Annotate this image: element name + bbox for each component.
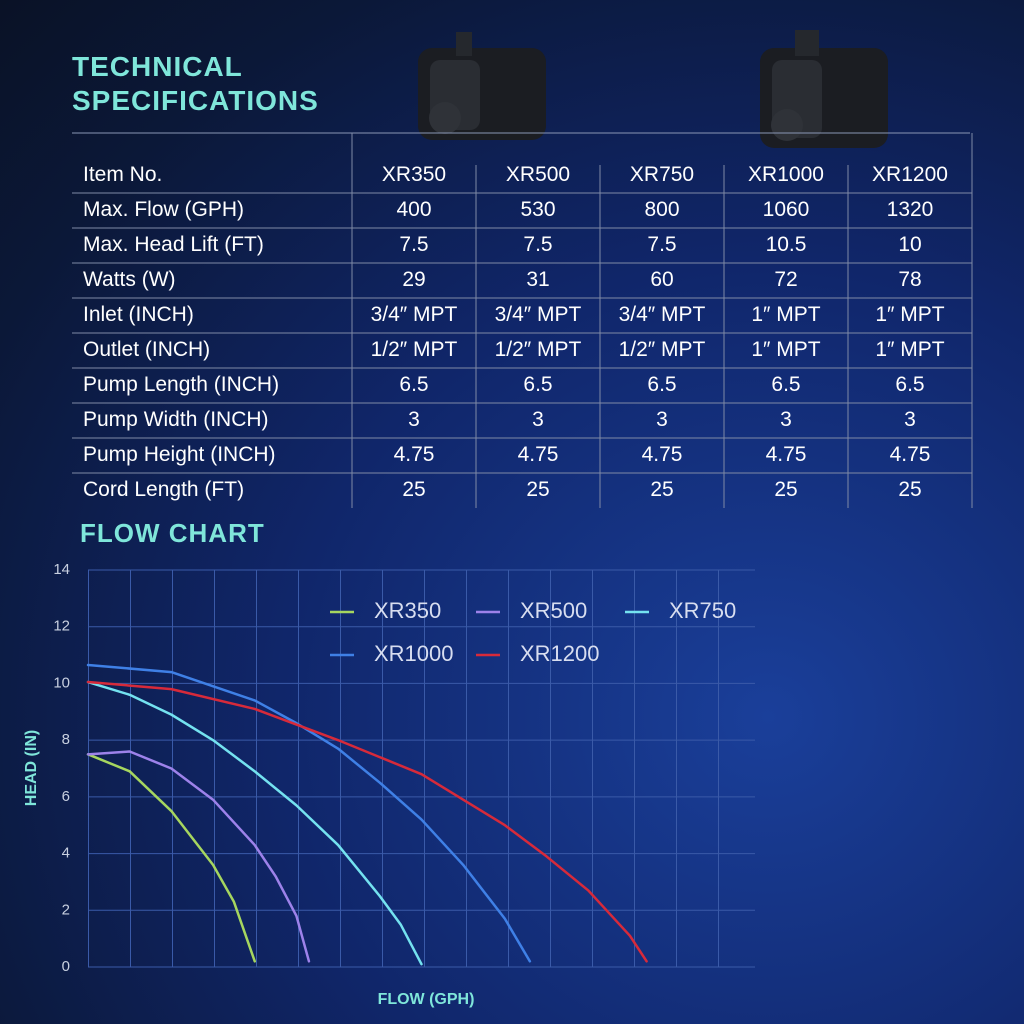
cell: 29 [402, 268, 425, 291]
row-label: Max. Head Lift (FT) [83, 233, 264, 256]
cell: 6.5 [399, 373, 428, 396]
line [86, 680, 423, 966]
row-label: Outlet (INCH) [83, 338, 210, 361]
cell: 4.75 [518, 443, 559, 466]
chart-title: FLOW CHART [80, 518, 265, 548]
row-label: Item No. [83, 163, 162, 186]
legend-label: XR750 [669, 598, 736, 623]
cell: 1320 [887, 198, 934, 221]
grid-background [88, 570, 755, 967]
legend-label: XR350 [374, 598, 441, 623]
cell: 25 [402, 478, 425, 501]
cell: 1/2″ MPT [619, 338, 706, 361]
cell: 3 [656, 408, 668, 431]
cell: 10 [898, 233, 921, 256]
cell: 6.5 [895, 373, 924, 396]
cell: XR1000 [748, 163, 824, 186]
y-tick-label: 4 [62, 845, 70, 862]
cell: 78 [898, 268, 921, 291]
cell: 4.75 [890, 443, 931, 466]
y-tick-label: 0 [62, 958, 70, 975]
cell: 6.5 [647, 373, 676, 396]
cell: 1″ MPT [751, 338, 820, 361]
cell: 25 [898, 478, 921, 501]
row-label: Pump Length (INCH) [83, 373, 279, 396]
y-tick-label: 6 [62, 788, 70, 805]
cell: 4.75 [394, 443, 435, 466]
cell: 530 [520, 198, 555, 221]
cell: 7.5 [647, 233, 676, 256]
cell: 31 [526, 268, 549, 291]
row-label: Cord Length (FT) [83, 478, 244, 501]
y-tick-label: 8 [62, 731, 70, 748]
cell: 1″ MPT [875, 303, 944, 326]
cell: 800 [644, 198, 679, 221]
line [86, 750, 311, 963]
cell: 4.75 [766, 443, 807, 466]
cell: 7.5 [399, 233, 428, 256]
cell: XR1200 [872, 163, 948, 186]
cell: 1060 [763, 198, 810, 221]
y-axis-label: HEAD (IN) [23, 730, 40, 806]
cell: 1″ MPT [751, 303, 820, 326]
pump-image [418, 32, 546, 140]
cell: 3/4″ MPT [619, 303, 706, 326]
cell: 60 [650, 268, 673, 291]
cell: 1/2″ MPT [371, 338, 458, 361]
cell: 3 [408, 408, 420, 431]
y-tick-label: 10 [53, 674, 70, 691]
cell: XR750 [630, 163, 694, 186]
cell: 1/2″ MPT [495, 338, 582, 361]
chart: 0 2 4 6 8 10 12 14 XR350 XR500 XR750 XR1000 XR1200 [53, 561, 755, 975]
row-label: Pump Width (INCH) [83, 408, 269, 431]
page-title: TECHNICAL SPECIFICATIONS [72, 51, 319, 116]
cell: 25 [526, 478, 549, 501]
cell: 4.75 [642, 443, 683, 466]
cell: XR350 [382, 163, 446, 186]
cell: 3/4″ MPT [371, 303, 458, 326]
cell: 10.5 [766, 233, 807, 256]
cell: 1″ MPT [875, 338, 944, 361]
cell: XR500 [506, 163, 570, 186]
cell: 3 [532, 408, 544, 431]
pump-image [760, 30, 888, 148]
cell: 72 [774, 268, 797, 291]
cell: 3/4″ MPT [495, 303, 582, 326]
y-tick-label: 2 [62, 901, 70, 918]
line [86, 663, 532, 963]
row-label: Max. Flow (GPH) [83, 198, 244, 221]
cell: 25 [650, 478, 673, 501]
y-tick-label: 12 [53, 618, 70, 635]
row-label: Watts (W) [83, 268, 176, 291]
cell: 6.5 [523, 373, 552, 396]
legend-label: XR1000 [374, 641, 454, 666]
x-axis-label: FLOW (GPH) [378, 991, 475, 1008]
cell: 400 [396, 198, 431, 221]
legend-label: XR500 [520, 598, 587, 623]
line [86, 680, 648, 963]
cell: 3 [904, 408, 916, 431]
cell: 7.5 [523, 233, 552, 256]
line [86, 753, 256, 963]
row-label: Pump Height (INCH) [83, 443, 276, 466]
cell: 3 [780, 408, 792, 431]
row-label: Inlet (INCH) [83, 303, 194, 326]
y-tick-label: 14 [53, 561, 70, 578]
spec-table: Item No. XR350 XR500 XR750 XR1000 XR1200 Max. … [72, 133, 973, 508]
cell: 25 [774, 478, 797, 501]
cell: 6.5 [771, 373, 800, 396]
legend-label: XR1200 [520, 641, 600, 666]
